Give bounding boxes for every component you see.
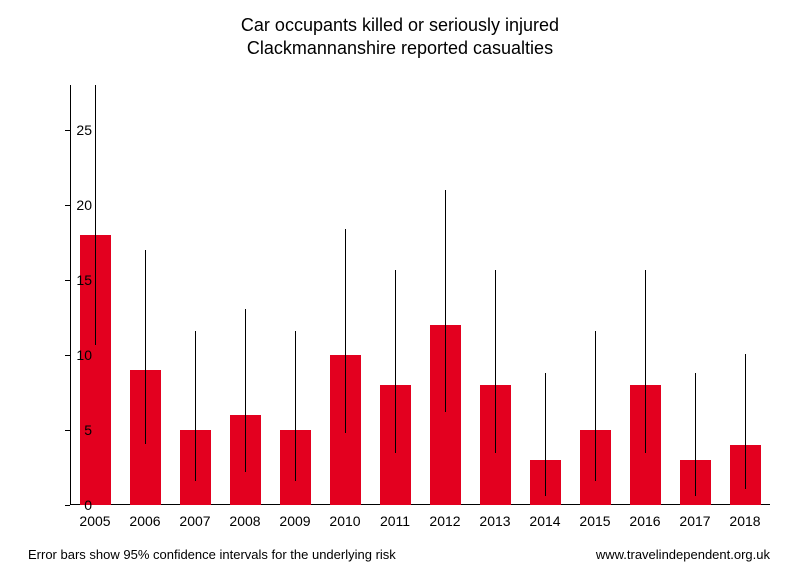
chart-container: Car occupants killed or seriously injure… [0, 0, 800, 580]
x-tick-label: 2007 [179, 513, 210, 529]
x-tick-label: 2012 [429, 513, 460, 529]
error-bar [345, 229, 346, 433]
y-tick-label: 20 [52, 197, 92, 213]
error-bar [195, 331, 196, 481]
x-tick-label: 2016 [629, 513, 660, 529]
error-bar [495, 270, 496, 453]
error-bar [445, 190, 446, 412]
error-bar [695, 373, 696, 496]
y-tick-label: 0 [52, 497, 92, 513]
title-line-2: Clackmannanshire reported casualties [247, 38, 553, 58]
error-bar [145, 250, 146, 444]
x-tick-label: 2018 [729, 513, 760, 529]
x-tick-label: 2014 [529, 513, 560, 529]
x-tick-label: 2009 [279, 513, 310, 529]
error-bar [95, 85, 96, 345]
x-tick-label: 2015 [579, 513, 610, 529]
title-line-1: Car occupants killed or seriously injure… [241, 15, 559, 35]
x-tick-label: 2005 [79, 513, 110, 529]
y-tick-label: 25 [52, 122, 92, 138]
y-axis-line [70, 85, 71, 505]
x-tick-label: 2008 [229, 513, 260, 529]
footer-note-left: Error bars show 95% confidence intervals… [28, 547, 396, 562]
x-tick-label: 2017 [679, 513, 710, 529]
x-axis-line [70, 504, 770, 505]
error-bar [245, 309, 246, 473]
error-bar [595, 331, 596, 481]
error-bar [545, 373, 546, 496]
x-tick-label: 2011 [380, 513, 410, 529]
x-tick-label: 2010 [329, 513, 360, 529]
y-tick-label: 5 [52, 422, 92, 438]
chart-title: Car occupants killed or seriously injure… [0, 14, 800, 61]
error-bar [295, 331, 296, 481]
y-tick-label: 15 [52, 272, 92, 288]
footer-note-right: www.travelindependent.org.uk [596, 547, 770, 562]
error-bar [745, 354, 746, 489]
x-tick-label: 2013 [479, 513, 510, 529]
x-tick-label: 2006 [129, 513, 160, 529]
error-bar [645, 270, 646, 453]
plot-area: 2005200620072008200920102011201220132014… [70, 85, 770, 505]
error-bar [395, 270, 396, 453]
y-tick-label: 10 [52, 347, 92, 363]
